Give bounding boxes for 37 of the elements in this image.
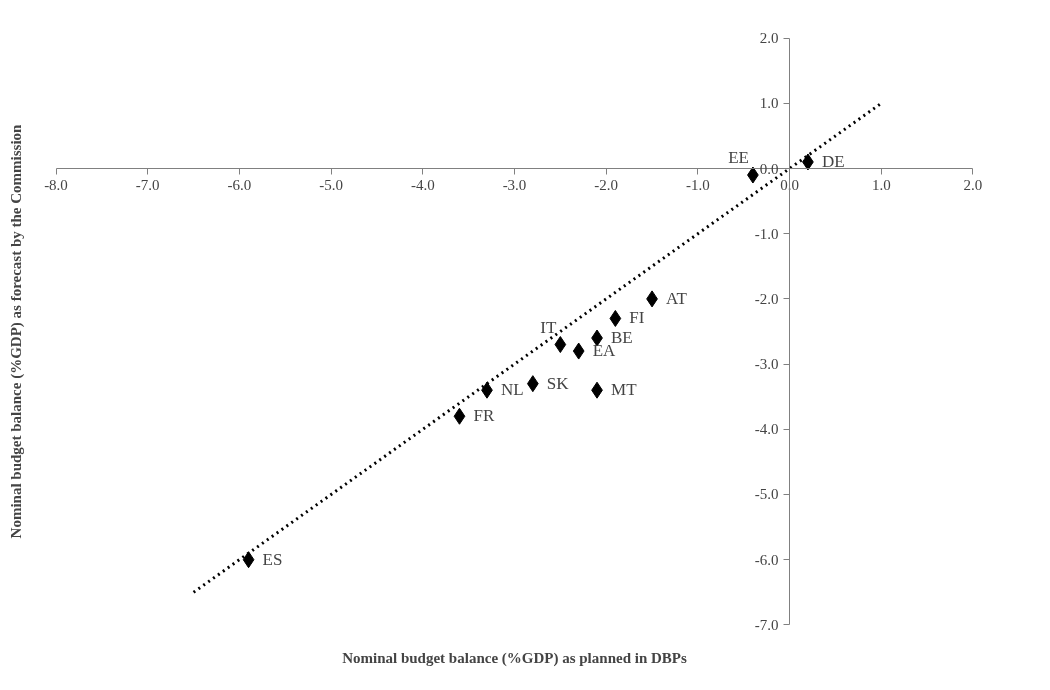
- annotation: BE: [611, 328, 633, 348]
- annotation: SK: [546, 373, 570, 393]
- annotation: NL: [500, 380, 524, 400]
- x-tick-label: -6.0: [227, 176, 252, 193]
- annotation: ES: [262, 549, 283, 569]
- annotation: IT: [540, 317, 557, 337]
- annotation: FR: [473, 406, 495, 426]
- annotation: FI: [629, 308, 645, 328]
- x-tick-label: -4.0: [410, 176, 435, 193]
- y-tick-label: -5.0: [754, 486, 779, 503]
- annotation: MT: [611, 380, 638, 400]
- x-tick-label: -5.0: [319, 176, 343, 193]
- x-tick-label: 2.0: [963, 176, 983, 193]
- x-tick-label: 1.0: [871, 176, 891, 193]
- x-tick-label: -2.0: [594, 176, 619, 193]
- point: [572, 342, 585, 360]
- y-axis-title: Nominal budget balance (%GDP) as forecast by the Commission: [7, 123, 25, 539]
- y-tick-label: -4.0: [754, 421, 779, 438]
- x-tick-label: -3.0: [502, 176, 527, 193]
- point: [453, 407, 466, 425]
- point: [609, 309, 622, 327]
- point: [242, 551, 255, 569]
- y-tick-label: -2.0: [754, 290, 779, 307]
- annotation: EE: [728, 148, 749, 168]
- y-tick-label: 2.0: [759, 30, 779, 47]
- annotation: AT: [666, 288, 688, 308]
- y-tick-label: -3.0: [754, 356, 779, 373]
- x-axis-title: Nominal budget balance (%GDP) as planned in DBPs: [342, 649, 687, 667]
- y-tick-label: 1.0: [759, 95, 779, 112]
- y-tick-label: -7.0: [754, 616, 779, 633]
- x-tick-label: -8.0: [44, 176, 68, 193]
- y-tick-label: -1.0: [754, 225, 779, 242]
- x-tick-label: -1.0: [686, 176, 710, 193]
- y-tick-label: -6.0: [754, 551, 779, 568]
- point: [554, 336, 567, 354]
- annotation: DE: [821, 151, 845, 171]
- x-tick-label: -7.0: [135, 176, 160, 193]
